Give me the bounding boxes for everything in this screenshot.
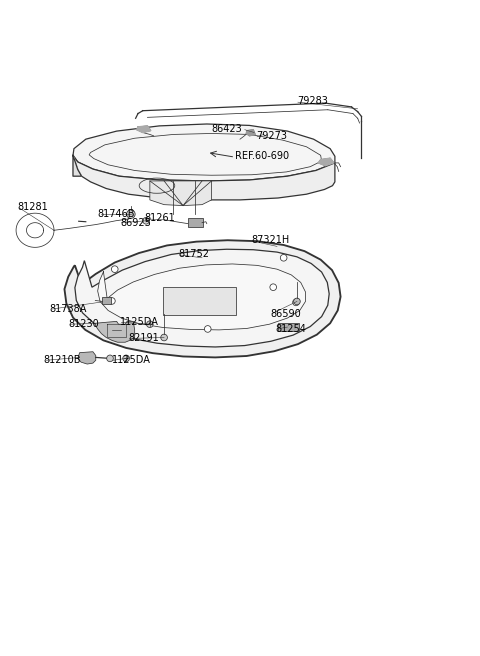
- Circle shape: [204, 325, 211, 333]
- Text: 81261: 81261: [144, 213, 175, 223]
- Polygon shape: [78, 352, 96, 364]
- FancyBboxPatch shape: [278, 323, 300, 331]
- Circle shape: [143, 217, 149, 224]
- Text: 1125DA: 1125DA: [120, 318, 159, 327]
- Text: 86423: 86423: [212, 124, 242, 134]
- Circle shape: [111, 266, 118, 272]
- Text: 86590: 86590: [271, 309, 301, 319]
- Polygon shape: [96, 321, 135, 342]
- Circle shape: [280, 255, 287, 261]
- Polygon shape: [73, 155, 335, 200]
- FancyBboxPatch shape: [188, 218, 203, 227]
- Circle shape: [127, 210, 135, 218]
- FancyBboxPatch shape: [163, 287, 236, 315]
- Text: 1125DA: 1125DA: [112, 356, 151, 365]
- Polygon shape: [97, 264, 305, 330]
- Polygon shape: [137, 126, 151, 133]
- Text: 81254: 81254: [276, 324, 306, 334]
- Circle shape: [123, 355, 130, 361]
- Circle shape: [270, 284, 276, 291]
- Circle shape: [293, 299, 300, 306]
- Text: 81738A: 81738A: [49, 304, 87, 314]
- Text: 79283: 79283: [297, 96, 328, 106]
- Text: 81752: 81752: [179, 249, 209, 259]
- Polygon shape: [246, 130, 255, 136]
- Text: 82191: 82191: [129, 333, 159, 344]
- Circle shape: [108, 298, 115, 304]
- Polygon shape: [150, 181, 212, 205]
- Text: REF.60-690: REF.60-690: [235, 152, 289, 161]
- Polygon shape: [64, 240, 341, 358]
- Polygon shape: [73, 155, 82, 176]
- Polygon shape: [318, 158, 334, 166]
- Text: 87321H: 87321H: [252, 236, 290, 245]
- Text: 79273: 79273: [257, 131, 288, 141]
- Circle shape: [107, 355, 113, 361]
- Circle shape: [161, 334, 168, 341]
- Text: 86925: 86925: [120, 218, 151, 228]
- Circle shape: [294, 298, 300, 305]
- Text: 81746B: 81746B: [97, 209, 135, 219]
- Text: 81281: 81281: [17, 202, 48, 212]
- Circle shape: [146, 321, 153, 327]
- Text: 81210B: 81210B: [43, 356, 81, 365]
- Text: 81230: 81230: [68, 319, 99, 329]
- Polygon shape: [75, 249, 329, 347]
- Polygon shape: [73, 124, 335, 181]
- FancyBboxPatch shape: [102, 297, 111, 304]
